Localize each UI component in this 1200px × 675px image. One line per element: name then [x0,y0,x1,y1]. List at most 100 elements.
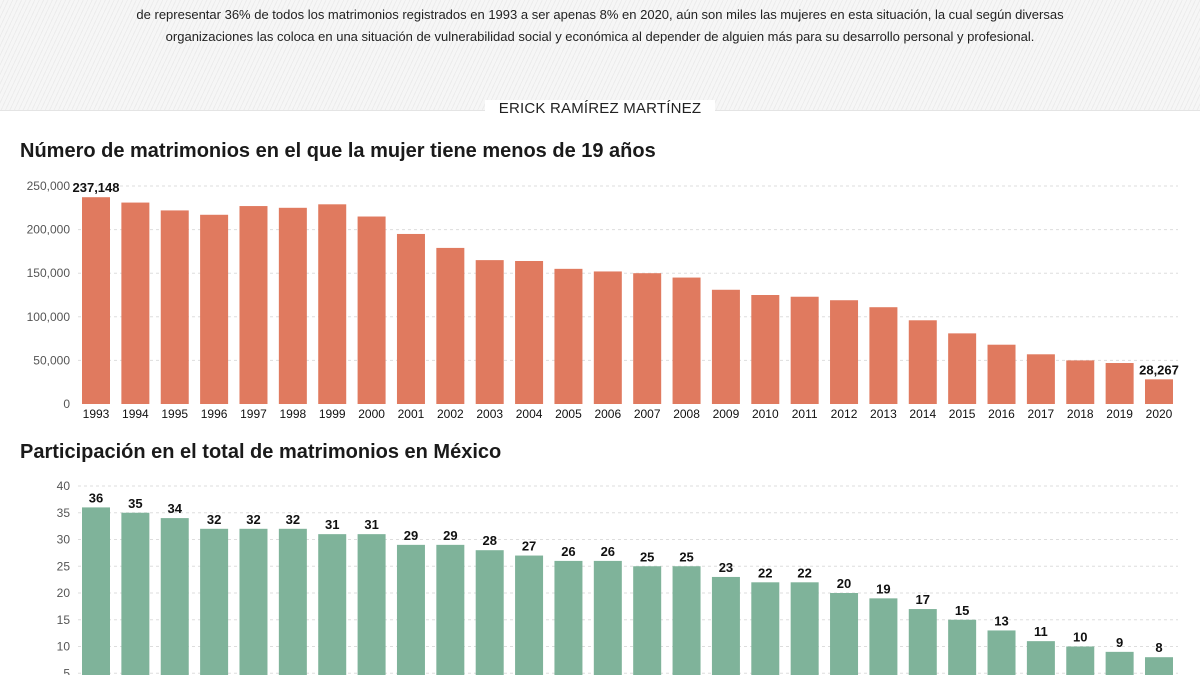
data-label: 8 [1155,640,1162,655]
byline: ERICK RAMÍREZ MARTÍNEZ [0,100,1200,118]
x-tick-label: 2005 [555,407,582,421]
bar-2010 [751,295,780,404]
x-tick-label: 2002 [437,407,464,421]
data-label: 34 [168,501,183,516]
x-tick-label: 2019 [1106,407,1133,421]
x-tick-label: 1997 [240,407,267,421]
bar-2007 [633,273,662,404]
bar-2009 [711,576,740,675]
bar-2013 [869,598,898,675]
bar-2012 [830,593,859,675]
bar-2012 [830,300,859,404]
x-tick-label: 2018 [1067,407,1094,421]
intro-line-1: de representar 36% de todos los matrimon… [136,7,1064,22]
bar-1996 [200,528,229,675]
x-tick-label: 2004 [516,407,543,421]
y-tick-label: 0 [63,397,70,411]
x-tick-label: 2013 [870,407,897,421]
x-tick-label: 2014 [909,407,936,421]
bar-2015 [948,619,977,675]
y-tick-label: 10 [57,640,71,654]
x-tick-label: 2006 [594,407,621,421]
bar-2006 [593,560,622,675]
x-tick-label: 1998 [280,407,307,421]
data-label: 20 [837,576,851,591]
bar-2020 [1145,657,1173,675]
bar-2003 [475,550,504,675]
bar-2007 [633,566,662,675]
data-label: 28,267 [1139,362,1179,377]
data-label: 35 [128,496,142,511]
x-tick-label: 2017 [1028,407,1055,421]
y-tick-label: 25 [57,559,71,573]
x-tick-label: 2000 [358,407,385,421]
data-label: 17 [916,592,930,607]
bar-1999 [318,204,347,404]
data-label: 29 [404,528,418,543]
x-tick-label: 2011 [792,407,818,421]
bar-2000 [357,216,386,404]
bar-2020 [1145,379,1173,404]
data-label: 31 [364,517,378,532]
x-tick-label: 2012 [831,407,858,421]
x-tick-label: 2008 [673,407,700,421]
author-name: ERICK RAMÍREZ MARTÍNEZ [484,100,716,117]
y-tick-label: 15 [57,613,71,627]
data-label: 32 [246,512,260,527]
y-tick-label: 20 [57,586,71,600]
data-label: 9 [1116,635,1123,650]
data-label: 10 [1073,630,1087,645]
bar-2006 [593,271,622,404]
data-label: 25 [640,549,654,564]
chart2-title: Participación en el total de matrimonios… [20,441,502,463]
data-label: 22 [797,565,811,580]
bar-2017 [1026,641,1055,675]
data-label: 23 [719,560,733,575]
x-tick-label: 2001 [398,407,425,421]
bar-1999 [318,534,347,675]
x-tick-label: 2015 [949,407,976,421]
y-tick-label: 30 [57,533,71,547]
bar-2017 [1026,354,1055,404]
data-label: 22 [758,565,772,580]
data-label: 13 [994,613,1008,628]
bar-1995 [160,518,189,675]
bar-2013 [869,307,898,404]
y-tick-label: 5 [63,666,70,675]
intro-section: de representar 36% de todos los matrimon… [0,0,1200,111]
data-label: 28 [482,533,496,548]
bar-2016 [987,344,1016,404]
x-tick-label: 1999 [319,407,346,421]
x-tick-label: 1993 [83,407,110,421]
bar-2014 [908,609,937,675]
bar-2008 [672,566,701,675]
bar-2005 [554,560,583,675]
bar-1994 [121,202,150,404]
data-label: 31 [325,517,339,532]
x-tick-label: 1996 [201,407,228,421]
bar-2011 [790,582,819,675]
x-tick-label: 2016 [988,407,1015,421]
y-tick-label: 40 [57,479,71,493]
y-tick-label: 100,000 [27,310,71,324]
bar-2005 [554,268,583,404]
bar-2003 [475,260,504,404]
data-label: 15 [955,603,969,618]
x-tick-label: 2009 [713,407,740,421]
bar-2008 [672,277,701,404]
data-label: 29 [443,528,457,543]
data-label: 27 [522,539,536,554]
data-label: 11 [1034,624,1048,639]
bar-1994 [121,512,150,675]
y-tick-label: 200,000 [27,223,71,237]
bar-2014 [908,320,937,404]
y-tick-label: 35 [57,506,71,520]
y-tick-label: 150,000 [27,266,71,280]
bar-2000 [357,534,386,675]
bar-1996 [200,214,229,404]
bar-2010 [751,582,780,675]
y-tick-label: 50,000 [33,353,70,367]
bar-2019 [1105,363,1134,404]
bar-2019 [1105,651,1134,675]
